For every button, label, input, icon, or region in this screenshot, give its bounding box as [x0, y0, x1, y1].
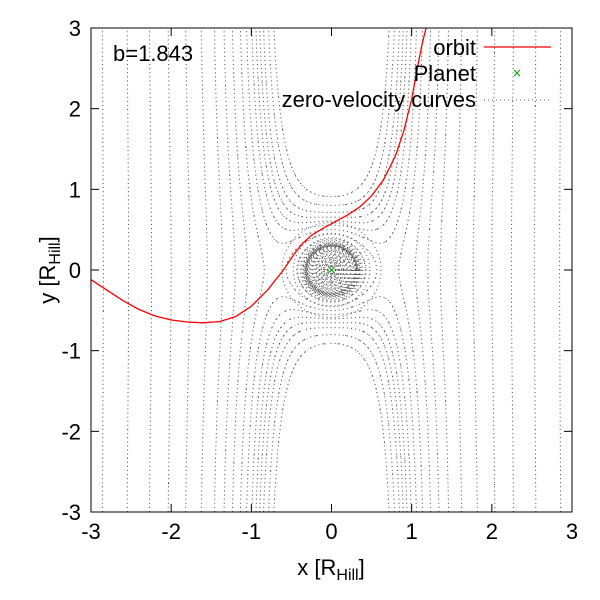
legend-orbit-label: orbit: [433, 35, 476, 60]
zero-velocity-curve-inner: [317, 256, 346, 284]
series-orbit: [91, 28, 427, 324]
y-tick-label: -2: [61, 419, 81, 444]
axis-ticks: -3 -2 -1 0 1 2 3 -3 -2 -1 0 1 2 3: [61, 16, 578, 544]
legend: orbit Planet zero-velocity curves: [282, 35, 551, 112]
zero-velocity-curve-inner: [303, 243, 360, 297]
y-tick-label: 1: [69, 177, 81, 202]
x-axis-label: x [RHill]: [297, 555, 364, 584]
zero-velocity-curves: [101, 28, 562, 512]
zero-velocity-curve-inner: [306, 246, 357, 294]
legend-planet-marker: [513, 69, 521, 77]
zero-velocity-curve: [239, 28, 424, 512]
y-tick-label: -1: [61, 339, 81, 364]
zero-velocity-curve-inner: [309, 248, 354, 292]
zero-velocity-curve-inner: [299, 239, 364, 301]
legend-zvc-label: zero-velocity curves: [282, 87, 476, 112]
zero-velocity-curve-inner: [323, 262, 340, 278]
y-tick-label: 0: [69, 258, 81, 283]
x-tick-label: -1: [242, 519, 262, 544]
zero-velocity-curve-inner: [322, 261, 341, 279]
zero-velocity-curve-inner: [320, 259, 343, 281]
zero-velocity-curve-inner: [315, 254, 348, 286]
zero-velocity-curve-inner: [311, 250, 352, 290]
y-tick-label: 3: [69, 16, 81, 41]
zero-velocity-curve-inner: [301, 240, 362, 300]
zero-velocity-curve-inner: [302, 242, 361, 298]
zero-velocity-curve: [259, 28, 404, 512]
x-tick-label: 1: [406, 519, 418, 544]
zero-velocity-curve-inner: [297, 237, 366, 303]
zero-velocity-curve-inner: [292, 232, 371, 308]
zero-velocity-curve-inner: [281, 222, 382, 318]
x-tick-label: 2: [486, 519, 498, 544]
x-tick-label: 0: [325, 519, 337, 544]
zero-velocity-curve-inner: [319, 258, 344, 282]
x-tick-label: 3: [566, 519, 578, 544]
legend-planet-label: Planet: [414, 61, 476, 86]
series-layer: [91, 28, 427, 324]
zero-velocity-curve-inner: [310, 249, 353, 291]
zero-velocity-curve: [185, 28, 478, 512]
annotation-label: b=1.843: [113, 41, 193, 66]
x-tick-label: -3: [81, 519, 101, 544]
zero-velocity-curve-inner: [308, 247, 355, 293]
zero-velocity-curve: [273, 28, 390, 512]
y-tick-label: -3: [61, 500, 81, 525]
zero-velocity-curve: [245, 28, 418, 512]
zero-velocity-curve: [325, 263, 338, 277]
zero-velocity-curve: [255, 28, 408, 512]
zero-velocity-curve-inner: [314, 253, 349, 287]
zero-velocity-curve-inner: [307, 246, 356, 294]
y-axis-label: y [RHill]: [35, 236, 64, 303]
x-tick-label: -2: [161, 519, 181, 544]
y-tick-label: 2: [69, 97, 81, 122]
planet-marker: [328, 266, 335, 274]
